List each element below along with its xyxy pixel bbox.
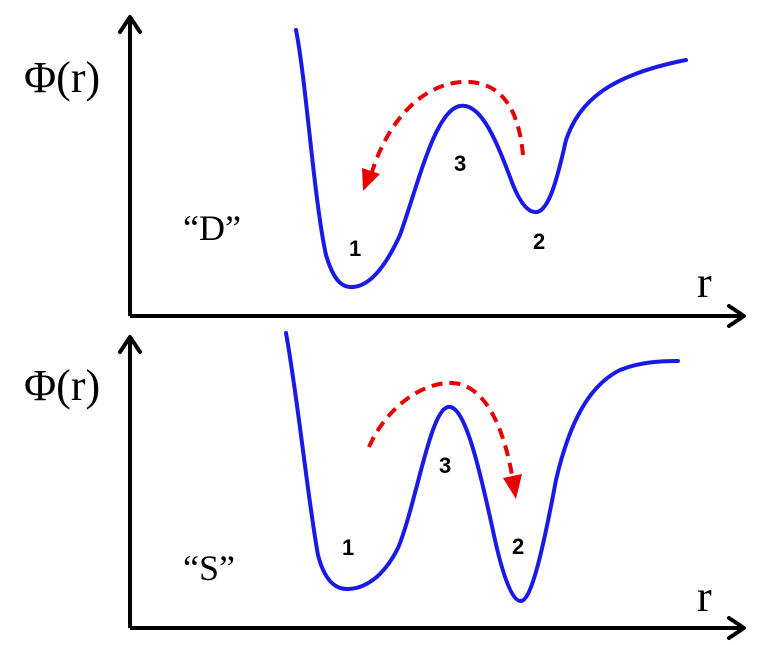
- panel-d-potential-curve: [294, 28, 688, 290]
- panel-d-y-axis-arrowhead: [118, 15, 142, 34]
- panel-s-point-2-label: 2: [512, 534, 524, 559]
- panel-s-transition-arrow: [367, 380, 514, 476]
- panel-d-point-2-label: 2: [533, 229, 545, 254]
- panel-s-x-axis-arrowhead: [727, 616, 746, 640]
- panel-d-axes: [118, 15, 746, 328]
- panel-s-point-3-label: 3: [439, 453, 451, 478]
- panel-d: Φ(r) r “D” 1 2 3: [24, 15, 746, 328]
- panel-s: Φ(r) r “S” 1 2 3: [24, 331, 746, 640]
- panel-d-label: “D”: [183, 208, 241, 248]
- panel-d-transition-arrowhead: [362, 168, 380, 191]
- panel-d-y-axis-label: Φ(r): [24, 53, 100, 102]
- panel-d-x-axis-label: r: [697, 258, 712, 307]
- panel-s-x-axis-label: r: [697, 572, 712, 621]
- panel-s-point-1-label: 1: [342, 535, 354, 560]
- panel-d-point-1-label: 1: [349, 236, 361, 261]
- panel-d-transition-arrow: [370, 79, 525, 173]
- panel-s-axes: [118, 335, 746, 640]
- panel-s-label: “S”: [183, 548, 235, 588]
- panel-d-point-3-label: 3: [454, 151, 466, 176]
- panel-d-x-axis-arrowhead: [727, 304, 746, 328]
- panel-s-y-axis-arrowhead: [118, 335, 142, 354]
- panel-s-transition-arrowhead: [503, 474, 522, 499]
- panel-s-y-axis-label: Φ(r): [24, 361, 100, 410]
- panel-s-potential-curve: [284, 331, 680, 603]
